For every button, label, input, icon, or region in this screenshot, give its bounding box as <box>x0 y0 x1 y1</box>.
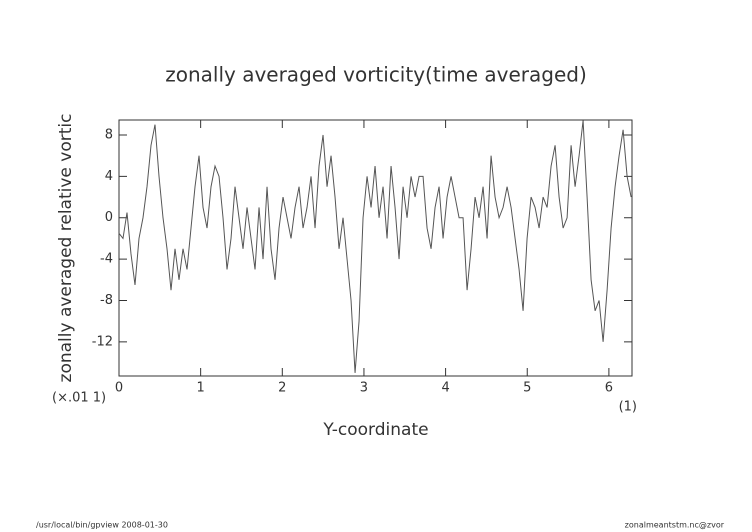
y-tick-label: 0 <box>105 210 113 225</box>
x-axis-label: Y-coordinate <box>322 420 428 440</box>
y-unit: (×.01 1) <box>52 391 106 406</box>
y-tick-label: 4 <box>105 169 113 184</box>
x-unit: (1) <box>619 400 637 415</box>
y-tick-label: -12 <box>92 334 113 349</box>
y-tick-label: -8 <box>100 293 113 308</box>
y-tick-label: -4 <box>100 252 113 267</box>
y-tick-label: 8 <box>105 127 113 142</box>
x-tick-label: 0 <box>115 381 123 396</box>
data-line <box>118 120 632 373</box>
x-tick-label: 2 <box>278 381 286 396</box>
footer-left: /usr/local/bin/gpview 2008-01-30 <box>36 521 168 530</box>
x-tick-label: 4 <box>441 381 449 396</box>
chart-title: zonally averaged vorticity(time averaged… <box>165 63 587 87</box>
plot-frame <box>118 119 633 377</box>
x-tick-label: 1 <box>197 381 205 396</box>
y-axis-label: zonally averaged relative vortic <box>56 114 76 383</box>
x-tick-label: 3 <box>360 381 368 396</box>
footer-right: zonalmeantstm.nc@zvor <box>625 521 725 530</box>
x-tick-label: 5 <box>523 381 531 396</box>
x-tick-label: 6 <box>605 381 613 396</box>
